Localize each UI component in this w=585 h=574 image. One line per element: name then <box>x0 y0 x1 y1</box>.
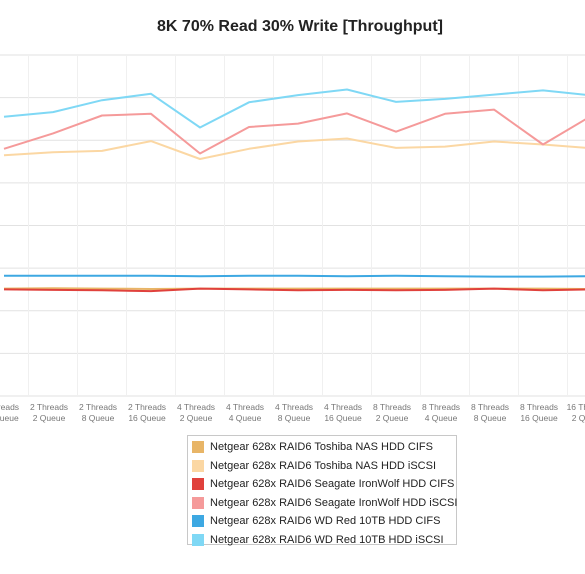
x-tick-label: 4 Threads <box>177 402 215 412</box>
x-tick-label: 2 Queue <box>33 413 66 423</box>
series-lines <box>3 88 585 293</box>
x-tick-label: 2 Queue <box>572 413 585 423</box>
x-tick-label: 4 Threads <box>226 402 264 412</box>
legend-swatch <box>192 441 204 454</box>
legend-swatch <box>192 459 204 472</box>
x-tick-label: 8 Queue <box>82 413 115 423</box>
series-line-5 <box>3 88 585 129</box>
x-tick-label: 2 Threads <box>30 402 68 412</box>
legend-label: Netgear 628x RAID6 Toshiba NAS HDD iSCSI <box>210 459 437 472</box>
legend-swatch <box>192 478 204 491</box>
x-tick-label: 8 Threads <box>422 402 460 412</box>
legend-label: Netgear 628x RAID6 Seagate IronWolf HDD … <box>210 478 455 491</box>
legend-label: Netgear 628x RAID6 WD Red 10TB HDD iSCSI <box>210 533 444 546</box>
legend-item: Netgear 628x RAID6 WD Red 10TB HDD CIFS <box>192 512 456 531</box>
legend-label: Netgear 628x RAID6 WD Red 10TB HDD CIFS <box>210 515 441 528</box>
legend-label: Netgear 628x RAID6 Toshiba NAS HDD CIFS <box>210 441 433 454</box>
legend-item: Netgear 628x RAID6 Seagate IronWolf HDD … <box>192 494 458 513</box>
x-tick-label: 1 Threads <box>0 402 19 412</box>
x-tick-label: 16 Queue <box>324 413 362 423</box>
x-tick-label: 4 Threads <box>324 402 362 412</box>
x-tick-label: 4 Threads <box>275 402 313 412</box>
x-tick-label: 8 Threads <box>373 402 411 412</box>
gridlines <box>0 54 585 397</box>
series-line-4 <box>4 274 585 278</box>
x-tick-label: 4 Queue <box>229 413 262 423</box>
x-tick-label: 16 Queue <box>520 413 558 423</box>
legend-item: Netgear 628x RAID6 WD Red 10TB HDD iSCSI <box>192 531 456 550</box>
legend-swatch <box>192 533 204 546</box>
legend: Netgear 628x RAID6 Toshiba NAS HDD CIFS N… <box>187 435 458 546</box>
x-tick-label: 16 Queue <box>128 413 166 423</box>
x-tick-label: 8 Threads <box>471 402 509 412</box>
chart-title: 8K 70% Read 30% Write [Throughput] <box>157 18 443 35</box>
series-line-3 <box>3 108 585 155</box>
x-tick-label: 2 Queue <box>180 413 213 423</box>
series-line-1 <box>3 137 585 160</box>
legend-item: Netgear 628x RAID6 Toshiba NAS HDD iSCSI <box>192 457 456 476</box>
legend-label: Netgear 628x RAID6 Seagate IronWolf HDD … <box>210 496 458 509</box>
series-line-2 <box>3 287 585 293</box>
legend-swatch <box>192 515 204 528</box>
legend-item: Netgear 628x RAID6 Toshiba NAS HDD CIFS <box>192 438 456 457</box>
x-tick-label: 16 Queue <box>0 413 19 423</box>
x-tick-label: 16 Threads <box>567 402 585 412</box>
legend-item: Netgear 628x RAID6 Seagate IronWolf HDD … <box>192 475 456 494</box>
series-line-0 <box>3 287 585 290</box>
x-tick-label: 8 Threads <box>520 402 558 412</box>
x-tick-label: 8 Queue <box>278 413 311 423</box>
x-tick-label: 4 Queue <box>425 413 458 423</box>
legend-swatch <box>192 496 204 509</box>
x-tick-label: 2 Threads <box>128 402 166 412</box>
x-tick-label: 8 Queue <box>474 413 507 423</box>
x-tick-label: 2 Threads <box>79 402 117 412</box>
x-tick-label: 2 Queue <box>376 413 409 423</box>
